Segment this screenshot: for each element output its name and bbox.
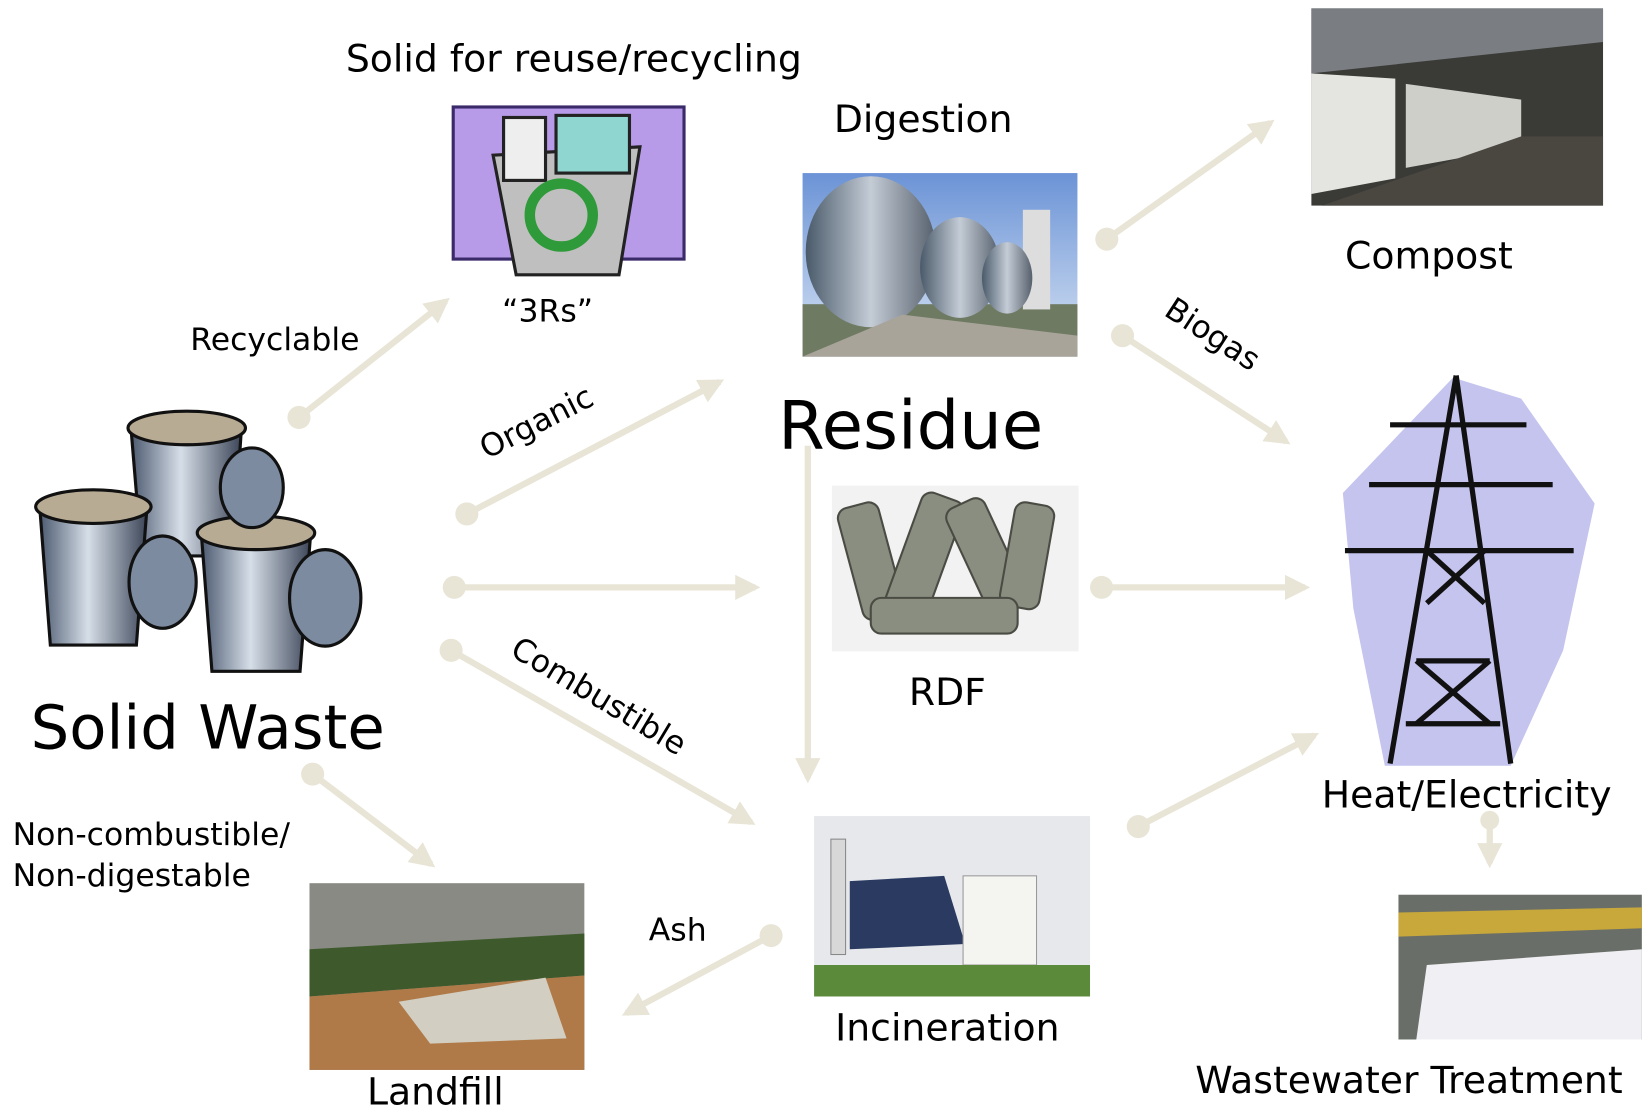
node-label: Digestion [834, 97, 1013, 141]
node-label: RDF [909, 670, 986, 714]
solid-waste-image [36, 411, 361, 671]
node-label: “3Rs” [502, 294, 593, 330]
landfill-image [309, 883, 584, 1070]
page: Solid for reuse/recycling “3Rs” Digestio… [0, 0, 1645, 1115]
edge-label: Biogas [1158, 291, 1266, 379]
node-label: Incineration [835, 1006, 1059, 1050]
node-label: Landfill [367, 1070, 504, 1114]
compost-image [1311, 8, 1603, 205]
node-label: Solid Waste [31, 694, 385, 764]
incineration-image [814, 816, 1090, 996]
node-label: Wastewater Treatment [1195, 1058, 1622, 1102]
node-label: Compost [1345, 234, 1513, 278]
edge-label: Ash [649, 912, 707, 948]
recycling-image [453, 107, 684, 275]
edge-label: Recyclable [190, 322, 359, 358]
edge-label: Non-combustible/ [13, 817, 291, 853]
edge-label: Non-digestable [13, 858, 251, 894]
node-title: Solid for reuse/recycling [346, 36, 802, 80]
tower-image [1343, 376, 1595, 766]
digestion-image [803, 173, 1078, 357]
diagram: Solid for reuse/recycling “3Rs” Digestio… [0, 0, 1645, 1115]
rdf-image [832, 486, 1079, 652]
node-label: Residue [778, 387, 1043, 465]
wastewater-image [1398, 895, 1641, 1040]
node-label: Heat/Electricity [1322, 773, 1612, 817]
